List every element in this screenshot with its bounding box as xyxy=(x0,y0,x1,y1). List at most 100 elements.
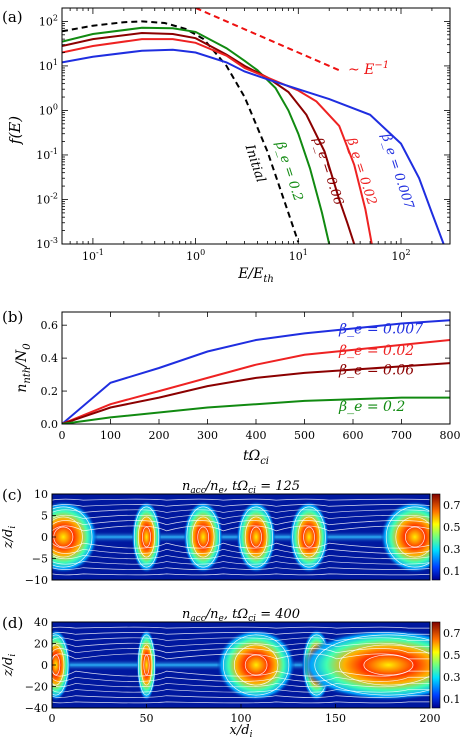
y-tick-label-3: 100 xyxy=(39,102,58,117)
colorbar-label-2-0: 0.7 xyxy=(443,499,461,512)
island-3 xyxy=(236,500,276,574)
y-tick-label-2-1: −5 xyxy=(32,553,48,566)
field-line xyxy=(52,567,430,570)
field-loop xyxy=(52,516,83,558)
colorbar-label-3-2: 0.3 xyxy=(443,671,461,684)
field-loop xyxy=(297,516,321,558)
field-loop xyxy=(133,506,160,568)
island-2 xyxy=(183,500,223,574)
series-label-1: β_e = 0.2 xyxy=(272,139,306,203)
series-line-b-3 xyxy=(62,396,450,424)
field-line xyxy=(52,509,430,513)
field-loop xyxy=(137,516,156,558)
x-tick-label-b-3: 300 xyxy=(197,429,218,442)
series-label-b-0: β_e = 0.007 xyxy=(338,321,423,337)
x-tick-label-b-6: 600 xyxy=(343,429,364,442)
series-line-4 xyxy=(62,48,445,244)
field-line xyxy=(52,689,430,693)
panel-c-title: nacc/ne, tΩci = 125 xyxy=(182,479,300,496)
y-tick-label-1: 10-2 xyxy=(36,191,58,206)
field-line xyxy=(52,683,430,688)
panel-d-ylabel: z/di xyxy=(1,654,18,678)
y-tick-label-5: 102 xyxy=(39,13,58,28)
field-line xyxy=(52,555,430,560)
panel-a: (a) 10-1 100 101 102 10-3 10-2 10-1 100 101 102 f… xyxy=(2,7,451,285)
x-tick-label-b-4: 400 xyxy=(246,429,267,442)
series-line-b-1 xyxy=(62,339,450,424)
colorbar xyxy=(431,493,441,581)
series-label-3: β_e = 0.02 xyxy=(343,135,379,207)
field-line xyxy=(52,542,430,549)
field-line xyxy=(52,642,430,647)
x-tick-label-b-7: 700 xyxy=(391,429,412,442)
panel-a-xlabel: E/Eth xyxy=(237,266,274,285)
panel-d: (d) nacc/ne, tΩci = 400 −40 −20 0 20 40 0 50 10… xyxy=(1,607,461,740)
x-tick-label-3-4: 200 xyxy=(420,712,441,725)
colorbar-label-3-3: 0.1 xyxy=(443,693,461,706)
series-label-0: Initial xyxy=(241,142,268,185)
island-2 xyxy=(216,628,296,702)
x-tick-label-3-3: 150 xyxy=(325,712,346,725)
field-loop xyxy=(395,516,430,558)
field-loop xyxy=(314,634,430,696)
series-label-2: β_e = 0.06 xyxy=(310,135,346,207)
panel-a-ylabel: f(E) xyxy=(6,116,24,145)
field-line xyxy=(52,670,430,677)
panel-c-tag: (c) xyxy=(2,486,22,504)
field-line xyxy=(52,504,430,507)
field-line xyxy=(52,626,430,629)
field-loop xyxy=(52,506,93,568)
panel-b-xlabel: tΩci xyxy=(243,448,269,467)
colorbar-label-3-1: 0.5 xyxy=(443,649,461,662)
panel-b: (b) 0 100 200 300 400 500 600 700 800 0.0 0.2 0.4 0.… xyxy=(2,308,461,467)
field-loop xyxy=(338,644,430,686)
series-line-b-0 xyxy=(62,319,450,424)
colorbar-label-3-0: 0.7 xyxy=(443,627,461,640)
y-tick-label-3-1: −20 xyxy=(25,681,48,694)
field-loop xyxy=(404,526,425,548)
field-loop xyxy=(52,644,65,686)
y-tick-label-2-2: 0 xyxy=(41,531,48,544)
x-tick-label-b-0: 0 xyxy=(59,429,66,442)
y-tick-label-4: 101 xyxy=(39,58,58,73)
field-line xyxy=(52,648,430,654)
series-line-3 xyxy=(62,38,373,244)
x-tick-label-3: 102 xyxy=(391,248,410,263)
field-loop xyxy=(233,644,279,686)
field-loop xyxy=(197,526,210,548)
colorbar-label-2-2: 0.3 xyxy=(443,543,461,556)
series-label-b-3: β_e = 0.2 xyxy=(338,399,405,415)
field-loop xyxy=(52,634,69,696)
field-line xyxy=(52,514,430,519)
colorbar xyxy=(431,621,441,709)
colorbar-label-2-1: 0.5 xyxy=(443,521,461,534)
field-loop xyxy=(244,516,268,558)
y-tick-label-3-4: 40 xyxy=(34,616,48,629)
series-line-2 xyxy=(62,31,356,244)
field-line xyxy=(52,573,430,576)
x-tick-label-1: 100 xyxy=(186,248,205,263)
field-loop xyxy=(292,506,326,568)
y-tick-label-b-0: 0.0 xyxy=(41,418,59,431)
x-tick-label-b-8: 800 xyxy=(440,429,461,442)
field-loop xyxy=(223,634,290,696)
x-tick-label-b-1: 100 xyxy=(100,429,121,442)
y-tick-label-2-3: 5 xyxy=(41,510,48,523)
field-line xyxy=(52,695,430,698)
field-loop xyxy=(140,644,153,686)
series-line-0 xyxy=(62,20,300,243)
field-loop xyxy=(385,506,430,568)
x-tick-label-3-1: 50 xyxy=(140,712,154,725)
field-loop xyxy=(191,516,215,558)
field-line xyxy=(52,653,430,660)
field-loop xyxy=(363,654,414,676)
field-loop xyxy=(250,526,262,548)
panel-b-tag: (b) xyxy=(2,308,23,326)
y-tick-label-3-3: 20 xyxy=(34,638,48,651)
field-line xyxy=(52,637,430,641)
panel-c-ylabel: z/di xyxy=(1,526,18,550)
x-tick-label-2: 101 xyxy=(289,248,308,263)
panel-d-xlabel: x/di xyxy=(230,723,253,740)
y-tick-label-b-2: 0.4 xyxy=(41,352,59,365)
y-tick-label-2-0: −10 xyxy=(25,574,48,587)
